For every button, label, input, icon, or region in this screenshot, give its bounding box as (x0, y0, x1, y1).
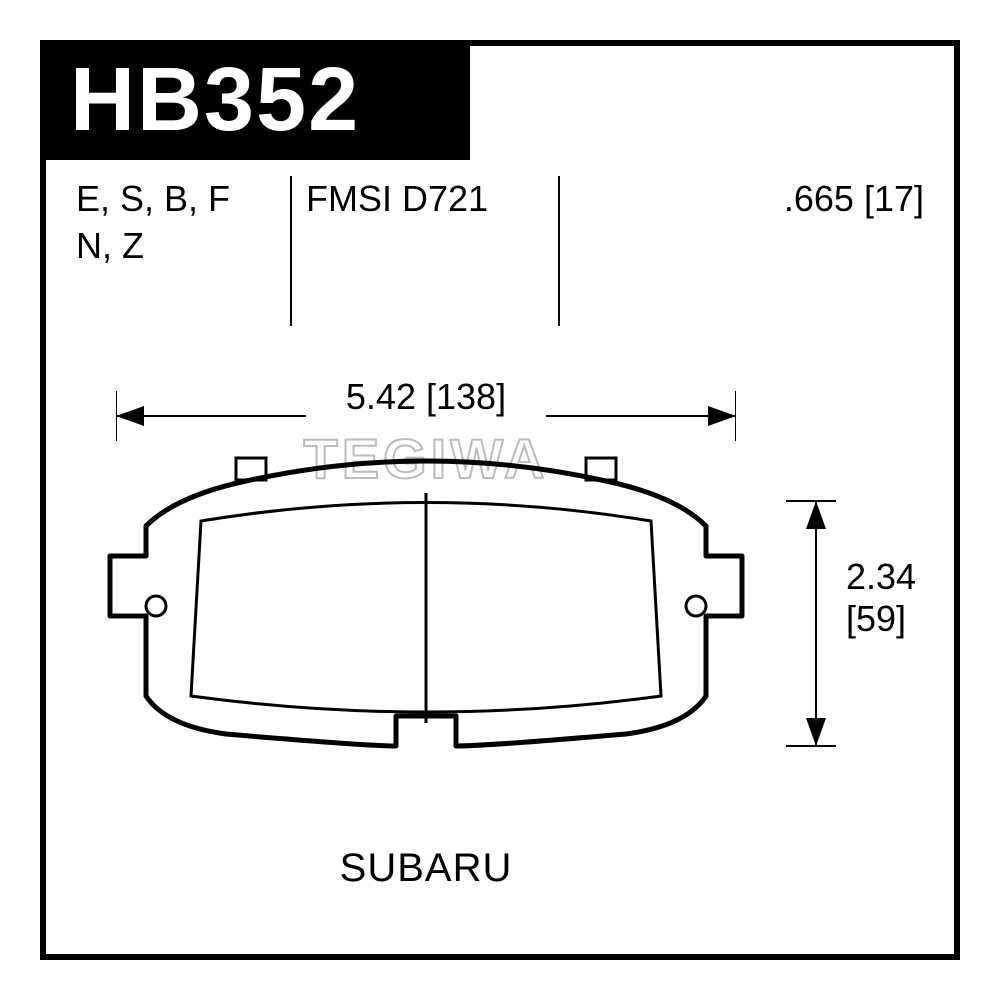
brake-pad-diagram (106, 426, 746, 766)
height-dimension (786, 496, 846, 786)
width-dimension-label: 5.42 [138] (306, 376, 546, 418)
fmsi-code: FMSI D721 (306, 176, 566, 223)
spec-card-frame: HB352 E, S, B, F N, Z FMSI D721 .665 [17… (40, 40, 960, 960)
title-banner: HB352 (40, 40, 470, 160)
compound-line-2: N, Z (76, 223, 296, 270)
part-number: HB352 (70, 49, 360, 152)
height-dimension-label: 2.34 [59] (846, 556, 916, 640)
brand-label: SUBARU (106, 846, 746, 891)
info-row: E, S, B, F N, Z FMSI D721 .665 [17] (46, 176, 954, 346)
thickness-spec: .665 [17] (704, 176, 924, 223)
compound-line-1: E, S, B, F (76, 176, 296, 223)
divider-line-1 (290, 176, 292, 326)
compound-codes: E, S, B, F N, Z (76, 176, 296, 270)
divider-line-2 (558, 176, 560, 326)
